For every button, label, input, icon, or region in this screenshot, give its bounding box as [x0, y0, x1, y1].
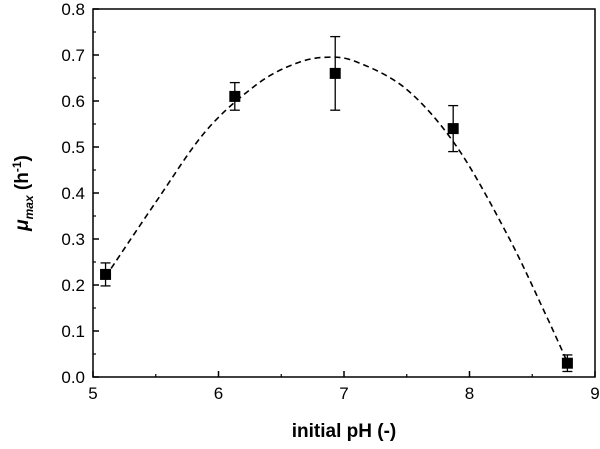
- y-tick-label: 0.4: [61, 184, 85, 203]
- y-axis-ticks: 0.0 0.1 0.2 0.3 0.4 0.5 0.6 0.7 0.8: [61, 0, 99, 387]
- y-tick-label: 0.2: [61, 276, 85, 295]
- x-tick-label: 6: [214, 384, 223, 403]
- x-tick-label: 8: [465, 384, 474, 403]
- y-tick-label: 0.1: [61, 322, 85, 341]
- y-tick-label: 0.3: [61, 230, 85, 249]
- y-tick-label: 0.6: [61, 92, 85, 111]
- y-axis-title: μmax (h-1): [10, 155, 36, 232]
- y-axis-unit-open: (h: [12, 172, 33, 195]
- data-point-square: [447, 123, 459, 135]
- x-tick-label: 5: [88, 384, 97, 403]
- data-point-square: [100, 268, 112, 280]
- y-tick-label: 0.8: [61, 0, 85, 19]
- y-axis-symbol: μ: [12, 219, 33, 232]
- data-point-square: [329, 67, 341, 79]
- y-axis-subscript: max: [22, 194, 36, 219]
- y-axis-unit-close: ): [12, 155, 33, 161]
- fit-curve: [104, 56, 569, 363]
- data-points: [100, 35, 573, 373]
- x-tick-label: 7: [339, 384, 348, 403]
- data-point-square: [229, 90, 241, 102]
- x-tick-label: 9: [590, 384, 599, 403]
- y-axis-unit-exp: -1: [10, 161, 24, 172]
- x-axis-title: initial pH (-): [292, 421, 396, 442]
- x-axis-ticks: 5 6 7 8 9: [88, 371, 600, 403]
- plot-frame: [92, 8, 596, 378]
- data-point-square: [561, 357, 573, 369]
- y-tick-label: 0.7: [61, 46, 85, 65]
- y-tick-label: 0.0: [61, 368, 85, 387]
- y-tick-label: 0.5: [61, 138, 85, 157]
